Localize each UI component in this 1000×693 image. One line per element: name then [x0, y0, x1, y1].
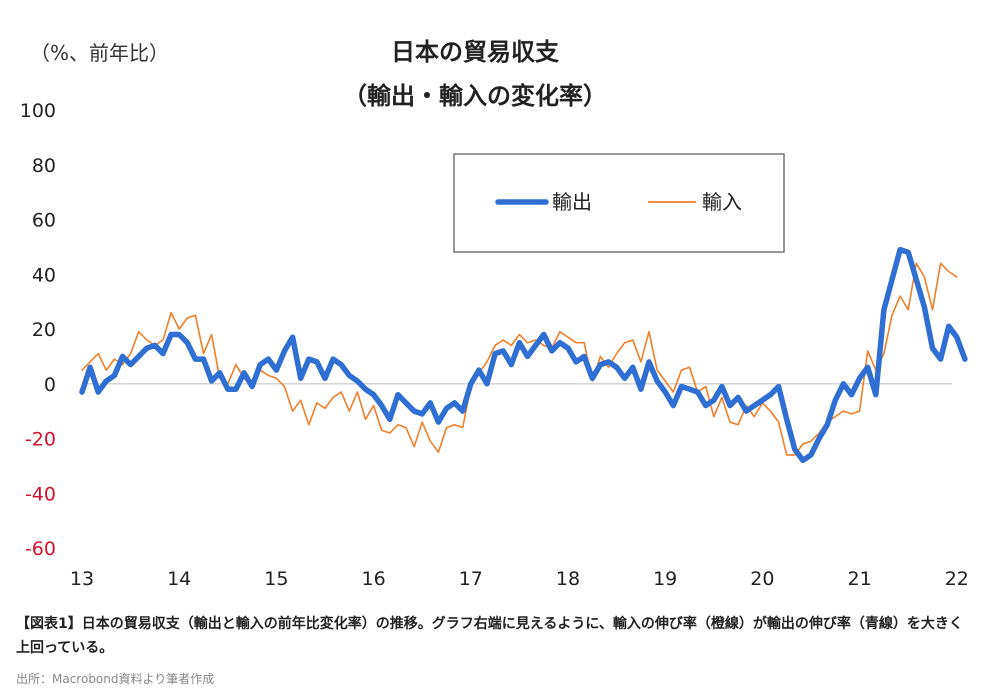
- x-axis-ticks: 13 14 15 16 17 18 19 20 21 22: [70, 568, 969, 590]
- x-tick-label: 13: [70, 568, 94, 590]
- y-tick-label: -40: [25, 483, 56, 505]
- chart-title-line2: （輸出・輸入の変化率）: [343, 82, 607, 110]
- chart-title-line1: 日本の貿易収支: [391, 38, 560, 66]
- y-tick-label: 20: [32, 319, 56, 341]
- figure-caption: 【図表1】日本の貿易収支（輸出と輸入の前年比変化率）の推移。グラフ右端に見えるよ…: [16, 616, 963, 656]
- x-tick-label: 20: [750, 568, 774, 590]
- legend: 輸出 輸入: [453, 153, 785, 253]
- source-note: 出所：Macrobond資料より筆者作成: [16, 672, 215, 686]
- x-tick-label: 19: [653, 568, 677, 590]
- x-tick-label: 15: [264, 568, 288, 590]
- x-tick-label: 17: [459, 568, 483, 590]
- legend-label-imports: 輸入: [702, 190, 742, 214]
- series-lines: [79, 246, 968, 464]
- legend-label-exports: 輸出: [552, 190, 592, 214]
- x-tick-label: 21: [848, 568, 872, 590]
- trade-chart: 日本の貿易収支 （輸出・輸入の変化率） （%、前年比） 100 80 60 40 20 0…: [20, 38, 969, 590]
- y-tick-label: 0: [44, 374, 56, 396]
- x-tick-label: 16: [362, 568, 386, 590]
- y-tick-label: 100: [20, 100, 56, 122]
- y-tick-label: -60: [25, 538, 56, 560]
- y-tick-label: 80: [32, 155, 56, 177]
- y-axis-unit-label: （%、前年比）: [30, 41, 169, 65]
- y-tick-label: 40: [32, 264, 56, 286]
- y-tick-label: -20: [25, 429, 56, 451]
- x-tick-label: 18: [556, 568, 580, 590]
- exports-line: [79, 246, 968, 464]
- y-tick-label: 60: [32, 210, 56, 232]
- y-axis-ticks: 100 80 60 40 20 0 -20 -40 -60: [20, 100, 56, 560]
- x-tick-label: 14: [167, 568, 191, 590]
- x-tick-label: 22: [945, 568, 969, 590]
